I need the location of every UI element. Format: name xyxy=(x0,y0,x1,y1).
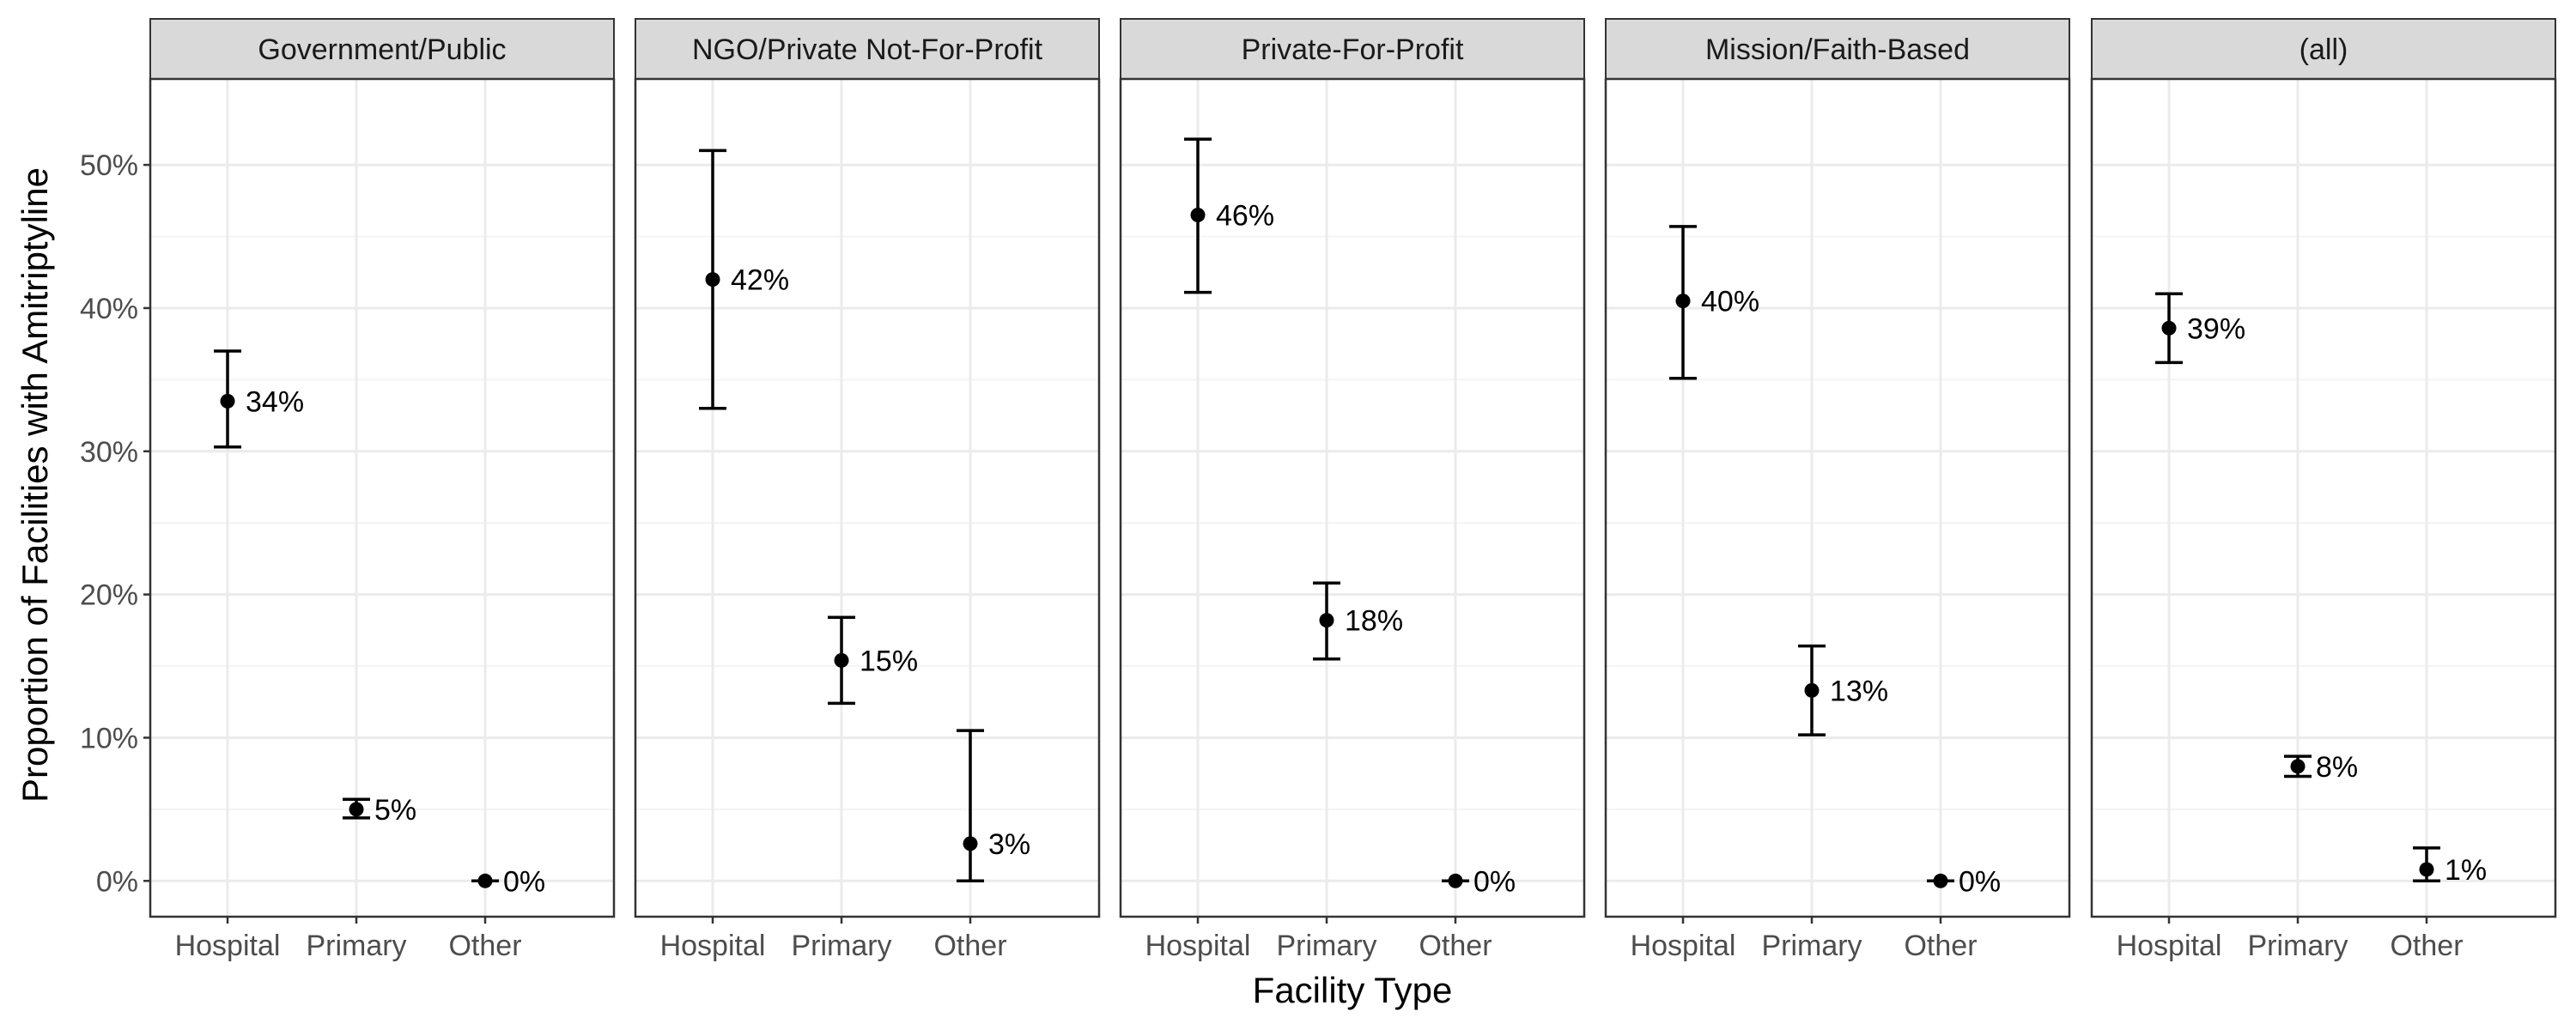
data-label: 8% xyxy=(2316,751,2358,784)
panel-border xyxy=(634,77,1101,918)
data-label: 13% xyxy=(1830,675,1888,707)
x-tick-label: Hospital xyxy=(660,930,766,962)
panel-background xyxy=(1606,79,2069,917)
data-point xyxy=(220,393,235,409)
data-label: 15% xyxy=(860,645,918,677)
y-tick-label: 50% xyxy=(80,149,138,182)
x-tick-label: Primary xyxy=(1276,930,1376,962)
panel-border xyxy=(1119,77,1586,918)
y-tick-label: 40% xyxy=(80,293,138,325)
data-label: 0% xyxy=(503,865,545,898)
data-point xyxy=(705,272,720,288)
y-tick-label: 20% xyxy=(80,579,138,612)
facet-title: Private-For-Profit xyxy=(1242,33,1464,66)
panel-background xyxy=(2092,79,2555,917)
x-tick-label: Other xyxy=(1904,930,1977,962)
panel-background xyxy=(150,79,614,917)
data-label: 46% xyxy=(1216,199,1274,232)
x-tick-label: Hospital xyxy=(2117,930,2222,962)
facet-strip xyxy=(635,18,1100,80)
data-point xyxy=(834,652,849,668)
x-tick-label: Primary xyxy=(1761,930,1862,962)
data-point xyxy=(963,836,978,851)
y-tick-label: 30% xyxy=(80,436,138,469)
data-label: 0% xyxy=(1959,865,2001,898)
data-point xyxy=(2290,759,2306,774)
x-tick-label: Other xyxy=(448,930,521,962)
x-tick-label: Other xyxy=(2390,930,2463,962)
y-tick-label: 0% xyxy=(96,865,138,898)
facet-panel: Government/Public 34% 5% 0% Hospital Primary O… xyxy=(149,18,616,962)
x-tick-label: Other xyxy=(1419,930,1492,962)
panel-border xyxy=(149,77,616,918)
data-label: 0% xyxy=(1473,865,1516,898)
data-label: 1% xyxy=(2445,854,2487,887)
panel-border xyxy=(1604,77,2071,918)
facet-panel: NGO/Private Not-For-Profit 42% 15% 3% Hospit… xyxy=(634,18,1101,962)
data-label: 5% xyxy=(374,794,416,827)
data-point xyxy=(2419,862,2434,877)
data-point xyxy=(1448,873,1463,888)
data-label: 42% xyxy=(731,264,789,297)
data-label: 18% xyxy=(1345,605,1403,638)
facet-title: Mission/Faith-Based xyxy=(1705,33,1970,66)
data-label: 34% xyxy=(246,385,304,418)
panel-border xyxy=(2090,77,2557,918)
facet-panels: Government/Public 34% 5% 0% Hospital Primary O… xyxy=(149,18,2557,962)
data-label: 3% xyxy=(988,828,1030,861)
facet-title: Government/Public xyxy=(258,33,506,66)
y-axis-title: Proportion of Facilities with Amitriptyl… xyxy=(15,167,55,803)
y-axis: 0% 10% 20% 30% 40% 50% xyxy=(80,149,150,898)
data-point xyxy=(1804,682,1820,698)
data-point xyxy=(2161,320,2177,336)
data-point xyxy=(1933,873,1948,888)
facet-strip xyxy=(1120,18,1585,80)
x-tick-label: Primary xyxy=(791,930,891,962)
x-tick-label: Hospital xyxy=(1145,930,1251,962)
data-point xyxy=(1675,294,1691,309)
facet-title: (all) xyxy=(2300,33,2348,66)
data-point xyxy=(1319,613,1334,628)
facet-panel: (all) 39% 8% 1% Hospital Primary Other xyxy=(2090,18,2557,962)
data-label: 40% xyxy=(1701,286,1759,318)
y-tick-label: 10% xyxy=(80,722,138,754)
facet-panel: Mission/Faith-Based 40% 13% 0% Hospital Prima… xyxy=(1604,18,2071,962)
x-tick-label: Other xyxy=(933,930,1006,962)
facet-strip xyxy=(1605,18,2070,80)
data-point xyxy=(477,873,493,888)
x-tick-label: Primary xyxy=(2247,930,2348,962)
x-axis-title: Facility Type xyxy=(1253,970,1453,1010)
facet-panel: Private-For-Profit 46% 18% 0% Hospital Primar… xyxy=(1119,18,1586,962)
panel-background xyxy=(1121,79,1584,917)
data-point xyxy=(349,802,364,817)
data-point xyxy=(1190,207,1206,222)
facet-title: NGO/Private Not-For-Profit xyxy=(692,33,1043,66)
data-label: 39% xyxy=(2187,312,2245,345)
panel-background xyxy=(635,79,1099,917)
x-tick-label: Primary xyxy=(306,930,406,962)
x-tick-label: Hospital xyxy=(1631,930,1736,962)
x-tick-label: Hospital xyxy=(175,930,281,962)
facet-strip xyxy=(149,18,615,80)
